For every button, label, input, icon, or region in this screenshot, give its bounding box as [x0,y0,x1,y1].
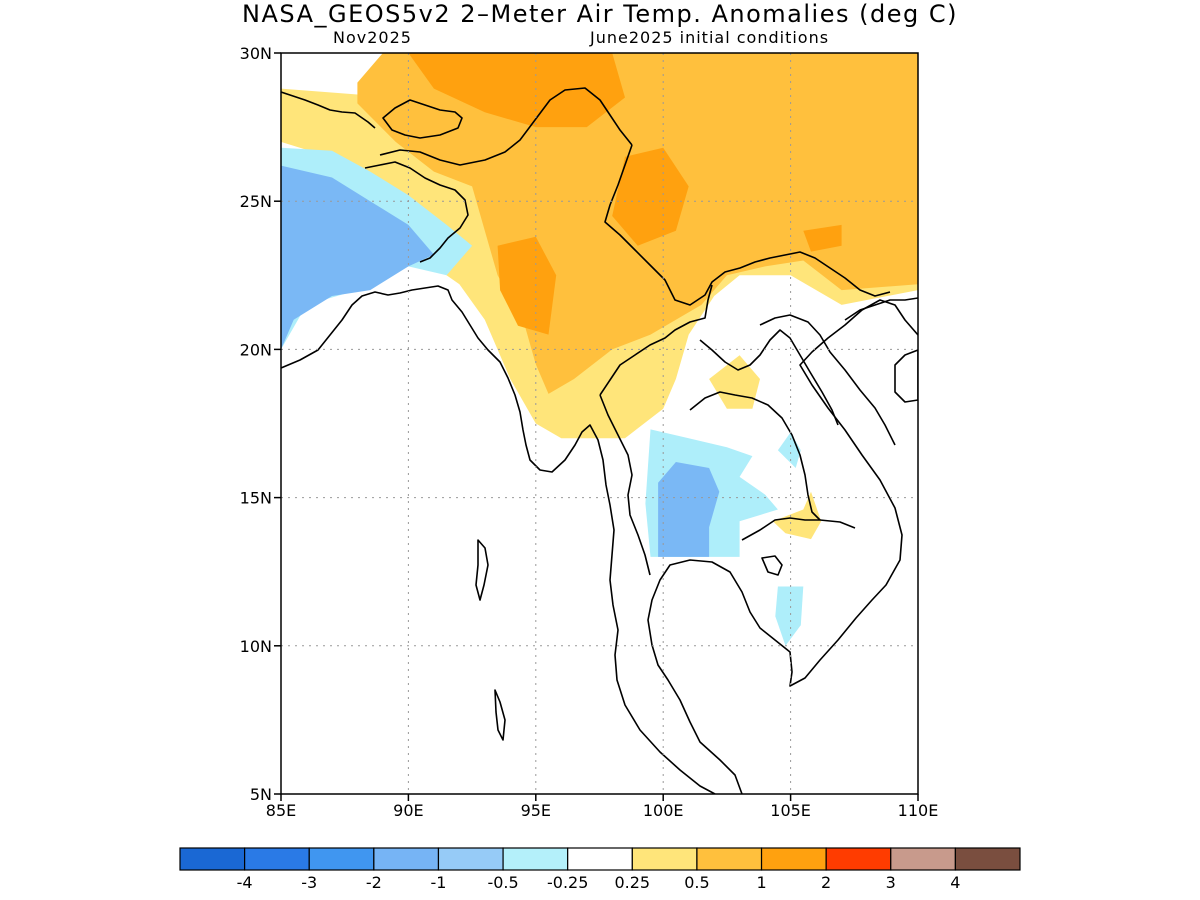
colorbar-label: -3 [301,873,317,892]
anomaly-region-cool-bay-blue [281,165,434,350]
colorbar-swatch [308,847,375,871]
map-axes: 85E 90E 95E 100E 105E 110E 5N 10N 15N 20N 25N 30N [240,44,939,820]
colorbar-swatch [890,847,956,871]
lon-tick-label: 95E [521,801,551,820]
andaman-islands [475,539,489,601]
map-frame [280,52,919,795]
border-myanmar-thailand [599,284,713,396]
border-myanmar-india [379,87,633,166]
coastlines-borders [281,87,918,794]
anomaly-region-warm-laos-yellow [709,355,760,409]
border-cambodia-vietnam [741,517,856,541]
lat-tick-label: 25N [240,192,272,211]
border-laos-vietnam [759,314,896,446]
colorbar-label: -4 [237,873,253,892]
colorbar-label: 0.25 [614,873,650,892]
colorbar-label: 0.5 [684,873,709,892]
anomaly-region-warm-orange-core-1 [408,53,625,128]
colorbar-swatch [631,847,698,871]
border-nepal-india [281,91,376,129]
colorbar-swatch [760,847,827,871]
anomaly-region-warm-orange-core-4 [803,224,842,252]
lat-tick-label: 15N [240,489,272,508]
lat-tick-label: 20N [240,340,272,359]
border-bangladesh [364,161,469,263]
colorbar-swatch [825,847,892,871]
border-thailand-laos [699,329,839,426]
colorbar-swatch [567,847,633,871]
lat-tick-label: 30N [240,44,272,63]
gridlines [281,53,918,794]
lat-tick-label: 5N [250,785,272,804]
lat-tick-label: 10N [240,637,272,656]
initial-conditions-label: June2025 initial conditions [590,28,830,47]
lon-tick-label: 105E [770,801,811,820]
colorbar-swatch [373,847,440,871]
lon-tick-label: 90E [393,801,423,820]
colorbar-swatch [502,847,569,871]
forecast-month: Nov2025 [333,28,412,47]
colorbar-swatch [244,847,310,871]
vietnam-north-coast [844,297,918,321]
border-bhutan [382,99,463,139]
border-thailand-west [599,394,651,576]
anomaly-region-cool-central-blue [658,462,720,557]
border-thailand-cambodia [689,391,821,521]
anomaly-region-warm-cambodia-yellow [772,491,822,540]
nicobar-islands [494,689,506,741]
chart-title: NASA_GEOS5v2 2–Meter Air Temp. Anomalies… [242,0,958,28]
anomaly-region-warm-orange-core-2 [612,147,689,246]
lon-tick-label: 100E [643,801,684,820]
border-myanmar-china [604,144,891,306]
tonle-sap [761,555,783,576]
colorbar-label: 2 [821,873,831,892]
colorbar-swatch [954,847,1021,871]
colorbar-label: 3 [886,873,896,892]
colorbar-label: -0.5 [487,873,518,892]
anomaly-region-warm-orange-core-3 [497,236,557,335]
colorbar-label: -1 [430,873,446,892]
coastline-bay-of-bengal [281,285,716,794]
lon-tick-label: 85E [266,801,296,820]
anomaly-region-cool-south-light [775,586,804,646]
colorbar-label: 1 [756,873,766,892]
lon-tick-label: 110E [898,801,939,820]
colorbar-legend: -4 -3 -2 -1 -0.5 -0.25 0.25 0.5 1 2 3 4 [179,847,1021,892]
colorbar-swatch [179,847,246,871]
colorbar-label: -0.25 [547,873,588,892]
colorbar-label: 4 [950,873,960,892]
hainan-coast [894,349,918,403]
colorbar-label: -2 [366,873,382,892]
colorbar-swatch [437,847,504,871]
colorbar-swatch [696,847,763,871]
coastline-gulf-thailand [647,299,918,794]
